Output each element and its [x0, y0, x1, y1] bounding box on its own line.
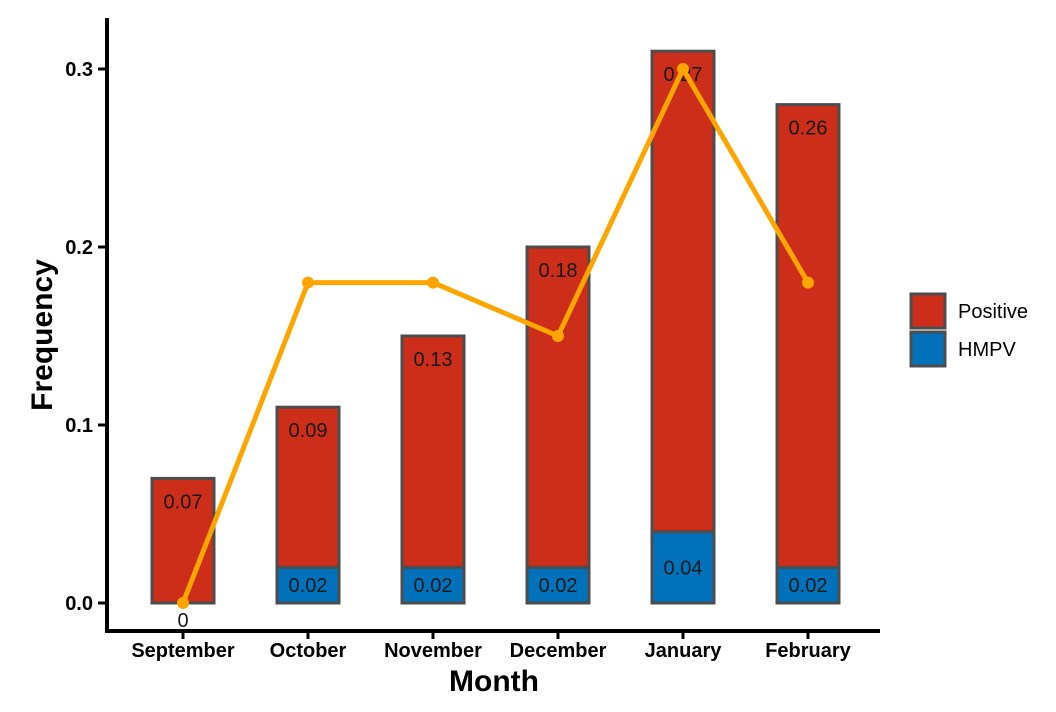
y-tick-label-3: 0.3: [65, 59, 93, 81]
bar-label-hmpv-january: 0.04: [664, 557, 703, 579]
bar-label-hmpv-november: 0.02: [414, 575, 453, 597]
x-tick-label-september: September: [131, 640, 235, 662]
bar-hmpv-january: [650, 530, 716, 605]
bar-label-positive-november: 0.13: [414, 349, 453, 371]
legend-label-positive: Positive: [958, 301, 1028, 323]
bar-label-hmpv-september: 0: [177, 610, 188, 632]
x-axis-title: Month: [449, 665, 539, 698]
trend-point-february: [802, 276, 814, 289]
bar-positive-november: [400, 334, 466, 569]
legend-swatch-positive: [909, 292, 947, 330]
line-layer: [177, 63, 814, 609]
bar-positive-january: [650, 49, 716, 534]
trend-point-september: [177, 597, 189, 609]
bar-label-positive-december: 0.18: [539, 260, 578, 282]
bar-label-hmpv-december: 0.02: [539, 575, 578, 597]
y-tick-label-0: 0.0: [65, 593, 93, 615]
bar-positive-december: [525, 245, 591, 569]
bar-positive-february: [775, 103, 841, 569]
trend-point-november: [427, 276, 439, 289]
legend: Positive HMPV: [909, 292, 1028, 368]
bar-hmpv-february: [775, 565, 841, 605]
trend-point-january: [677, 63, 689, 75]
legend-swatch-hmpv: [909, 330, 947, 368]
bar-label-hmpv-october: 0.02: [289, 575, 328, 597]
bar-hmpv-november: [400, 565, 466, 605]
bars-layer: [150, 49, 841, 605]
bar-labels-layer: 0.0700.090.020.130.020.180.020.270.040.2…: [164, 64, 828, 632]
x-tick-label-november: November: [384, 640, 482, 662]
x-tick-label-january: January: [645, 640, 723, 662]
bar-label-positive-february: 0.26: [789, 118, 828, 140]
bar-label-positive-september: 0.07: [164, 491, 203, 513]
legend-label-hmpv: HMPV: [958, 339, 1016, 361]
y-tick-label-1: 0.1: [65, 415, 93, 437]
trend-line: [180, 66, 811, 606]
x-tick-label-december: December: [510, 640, 607, 662]
x-tick-label-february: February: [765, 640, 851, 662]
y-axis-title: Frequency: [26, 259, 59, 411]
bar-hmpv-december: [525, 565, 591, 605]
bar-hmpv-october: [275, 565, 341, 605]
bar-label-hmpv-february: 0.02: [789, 575, 828, 597]
trend-point-december: [552, 330, 564, 342]
bar-positive-september: [150, 476, 216, 605]
axes-layer: September October November December January F…: [65, 18, 880, 662]
trend-point-october: [302, 276, 314, 289]
x-tick-label-october: October: [270, 640, 347, 662]
y-tick-label-2: 0.2: [65, 237, 93, 259]
bar-label-positive-october: 0.09: [289, 420, 328, 442]
